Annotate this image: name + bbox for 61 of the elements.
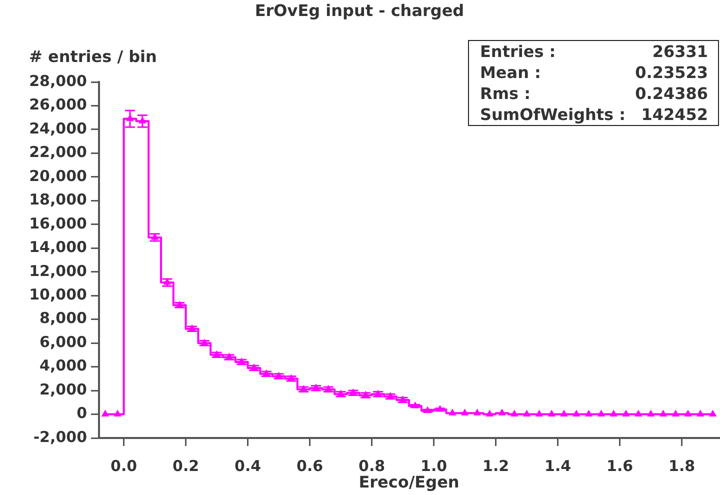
y-tick-label: 8,000 (40, 309, 87, 328)
x-axis-title: Ereco/Egen (358, 472, 460, 492)
point (672, 410, 680, 417)
point (709, 410, 716, 417)
point (598, 410, 605, 417)
y-tick-label: 0 (76, 404, 87, 422)
y-tick-label: 16,000 (29, 214, 87, 232)
point (448, 409, 456, 416)
point (647, 410, 654, 417)
point (536, 410, 543, 417)
annotation: Mean : (480, 62, 541, 83)
point (560, 410, 568, 417)
y-tick-label: 18,000 (29, 190, 87, 209)
point (486, 410, 494, 417)
annotation: Rms : (480, 83, 530, 104)
chart-title: ErOvEg input - charged (254, 0, 464, 20)
point (585, 410, 592, 417)
annotation: 0.23523 (635, 62, 708, 83)
x-tick-label: 1.6 (606, 456, 634, 475)
y-tick-label: 22,000 (29, 143, 87, 162)
text: 26331 (652, 41, 708, 62)
x-tick-label: 1.4 (544, 456, 572, 475)
annotation: SumOfWeights : (480, 104, 626, 125)
y-axis-title: # entries / bin (29, 47, 157, 66)
point (660, 410, 667, 417)
x-tick-label: 0.2 (172, 456, 200, 475)
annotation: 142452 (641, 104, 708, 125)
point (684, 410, 692, 417)
point (696, 410, 704, 417)
x-tick-label: 0.8 (358, 456, 386, 475)
y-tick-label: 10,000 (29, 285, 87, 304)
y-tick-label: 20,000 (29, 166, 87, 185)
point (474, 409, 481, 416)
y-tick-label: 24,000 (29, 119, 87, 138)
y-tick-label: -2,000 (33, 428, 87, 446)
y-tick-label: 6,000 (40, 332, 87, 351)
x-tick-label: 0.4 (234, 456, 262, 475)
point (510, 410, 518, 417)
y-tick-label: 28,000 (29, 72, 87, 90)
y-tick-label: 2,000 (40, 380, 87, 398)
x-tick-label: 1.0 (420, 456, 448, 475)
point (634, 410, 642, 417)
x-tick-label: 0.0 (110, 456, 138, 475)
x-tick-label: 1.8 (668, 456, 696, 475)
point (498, 409, 506, 416)
point (548, 410, 556, 417)
x-tick-label: 1.2 (482, 456, 510, 475)
point (102, 410, 109, 417)
y-tick-label: 26,000 (29, 96, 87, 114)
y-tick-label: 12,000 (29, 262, 87, 280)
annotation: 0.24386 (635, 83, 708, 104)
point (523, 410, 530, 417)
text: Entries : (480, 41, 556, 62)
point (610, 410, 618, 417)
y-tick-label: 14,000 (29, 238, 87, 256)
x-tick-label: 0.6 (296, 456, 324, 475)
point (461, 409, 468, 416)
point (572, 410, 580, 417)
y-tick-label: 4,000 (40, 356, 87, 375)
point (622, 410, 630, 417)
point (114, 410, 122, 417)
